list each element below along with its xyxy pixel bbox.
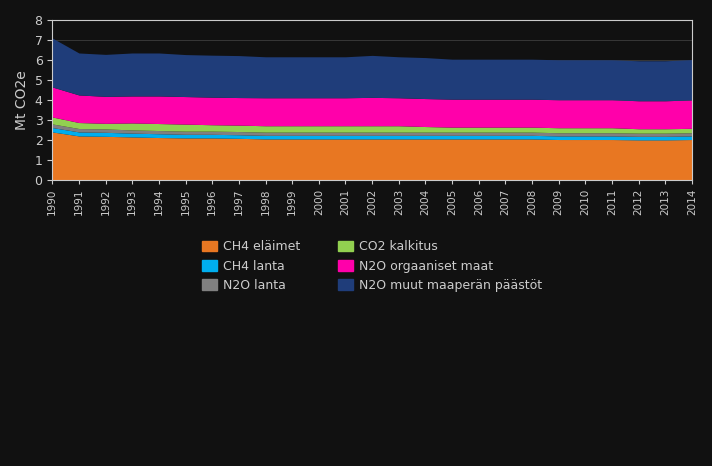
Legend: CH4 eläimet, CH4 lanta, N2O lanta, CO2 kalkitus, N2O orgaaniset maat, N2O muut m: CH4 eläimet, CH4 lanta, N2O lanta, CO2 k… (196, 234, 548, 298)
Y-axis label: Mt CO2e: Mt CO2e (15, 70, 29, 130)
